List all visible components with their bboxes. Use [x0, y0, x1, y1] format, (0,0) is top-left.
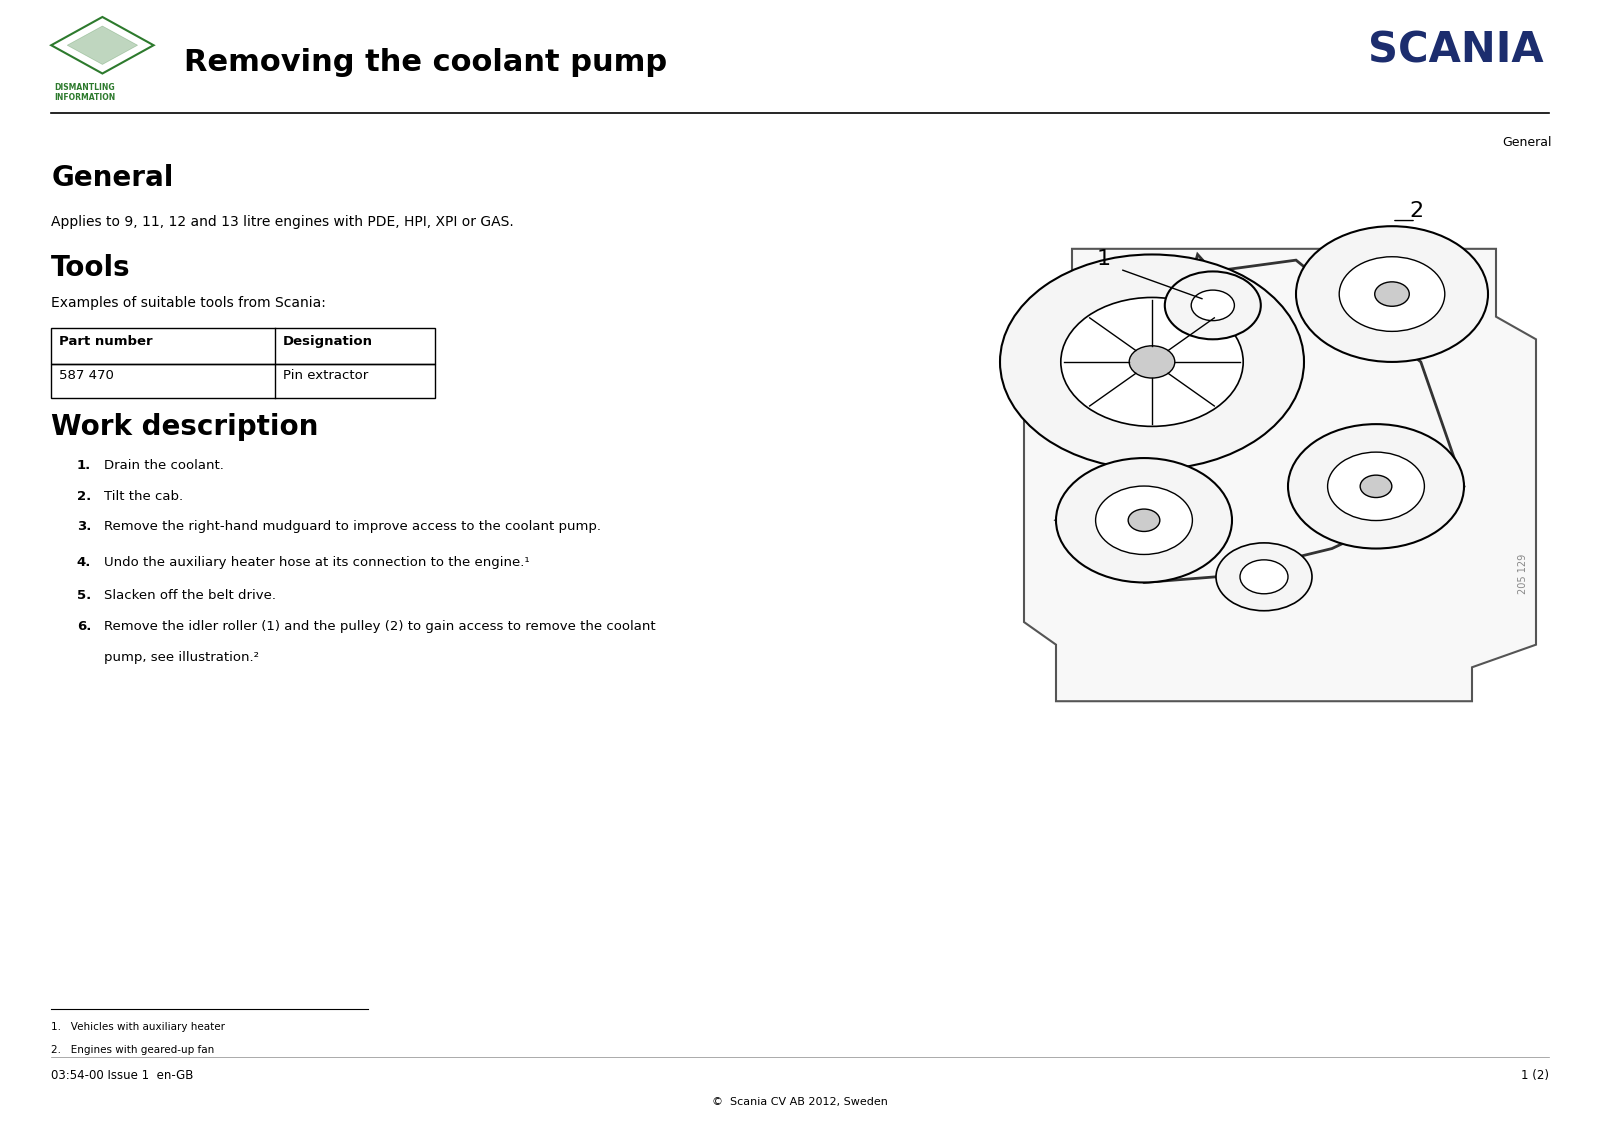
Circle shape [1374, 282, 1410, 307]
Text: Part number: Part number [59, 335, 154, 347]
Circle shape [1165, 271, 1261, 339]
Circle shape [1328, 452, 1424, 520]
Circle shape [1339, 257, 1445, 331]
Circle shape [1130, 346, 1174, 378]
Circle shape [1216, 543, 1312, 611]
Text: 1.   Vehicles with auxiliary heater: 1. Vehicles with auxiliary heater [51, 1022, 226, 1033]
Text: Examples of suitable tools from Scania:: Examples of suitable tools from Scania: [51, 296, 326, 310]
Circle shape [1296, 226, 1488, 362]
Circle shape [1000, 254, 1304, 469]
Text: 2.: 2. [77, 490, 91, 502]
Text: Removing the coolant pump: Removing the coolant pump [184, 48, 667, 77]
Text: 5.: 5. [77, 589, 91, 602]
Circle shape [1190, 290, 1235, 321]
Text: DISMANTLING: DISMANTLING [54, 83, 115, 92]
Text: Drain the coolant.: Drain the coolant. [104, 459, 224, 472]
Text: pump, see illustration.²: pump, see illustration.² [104, 651, 259, 664]
Text: Work description: Work description [51, 413, 318, 441]
Text: SCANIA: SCANIA [1368, 29, 1544, 72]
Circle shape [1360, 475, 1392, 498]
Text: ©  Scania CV AB 2012, Sweden: © Scania CV AB 2012, Sweden [712, 1097, 888, 1107]
Text: INFORMATION: INFORMATION [54, 93, 115, 102]
Text: 205 129: 205 129 [1518, 553, 1528, 594]
Text: 3.: 3. [77, 520, 91, 533]
Text: 1: 1 [1098, 249, 1110, 269]
Text: 4.: 4. [77, 556, 91, 569]
Text: General: General [1502, 136, 1552, 148]
Text: 03:54-00 Issue 1  en-GB: 03:54-00 Issue 1 en-GB [51, 1069, 194, 1081]
Text: 1 (2): 1 (2) [1520, 1069, 1549, 1081]
Bar [51, 364, 435, 398]
Text: 587 470: 587 470 [59, 369, 114, 381]
Circle shape [1056, 458, 1232, 582]
Circle shape [1288, 424, 1464, 549]
Bar [51, 328, 435, 364]
Text: Remove the right-hand mudguard to improve access to the coolant pump.: Remove the right-hand mudguard to improv… [104, 520, 602, 533]
Text: Designation: Designation [283, 335, 373, 347]
Polygon shape [67, 26, 138, 64]
Text: Tilt the cab.: Tilt the cab. [104, 490, 182, 502]
Text: 6.: 6. [77, 620, 91, 632]
Circle shape [1240, 560, 1288, 594]
Text: Tools: Tools [51, 254, 131, 283]
Text: Applies to 9, 11, 12 and 13 litre engines with PDE, HPI, XPI or GAS.: Applies to 9, 11, 12 and 13 litre engine… [51, 215, 514, 228]
Text: General: General [51, 164, 173, 192]
Circle shape [1128, 509, 1160, 532]
Circle shape [1096, 486, 1192, 554]
Text: Pin extractor: Pin extractor [283, 369, 368, 381]
Circle shape [1061, 297, 1243, 426]
Text: 2: 2 [1410, 200, 1422, 221]
Text: Remove the idler roller (1) and the pulley (2) to gain access to remove the cool: Remove the idler roller (1) and the pull… [104, 620, 656, 632]
Text: Slacken off the belt drive.: Slacken off the belt drive. [104, 589, 277, 602]
Text: 2.   Engines with geared-up fan: 2. Engines with geared-up fan [51, 1045, 214, 1055]
Text: 1.: 1. [77, 459, 91, 472]
Text: Undo the auxiliary heater hose at its connection to the engine.¹: Undo the auxiliary heater hose at its co… [104, 556, 530, 569]
Polygon shape [1024, 249, 1536, 701]
